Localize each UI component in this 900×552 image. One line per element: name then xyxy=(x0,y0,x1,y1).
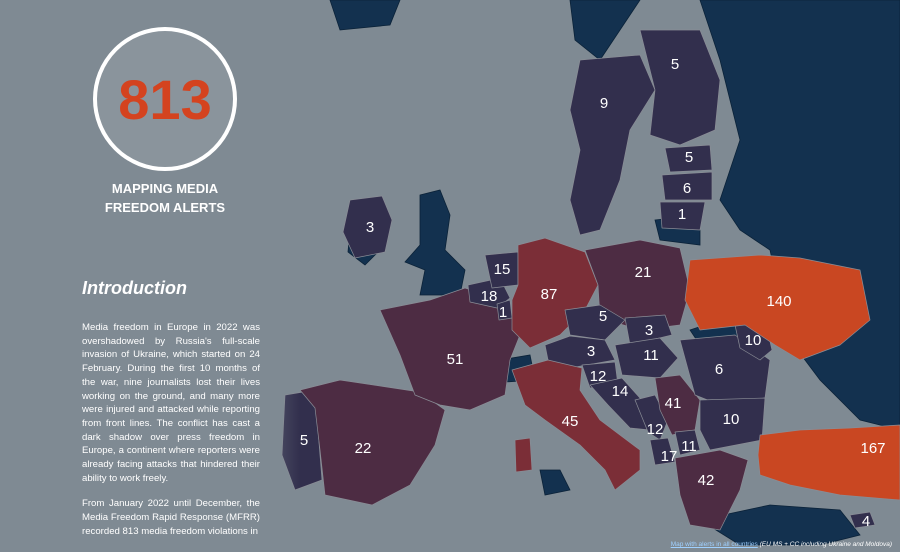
label-austria: 3 xyxy=(587,343,595,360)
intro-paragraph: Media freedom in Europe in 2022 was over… xyxy=(82,322,260,484)
label-france: 51 xyxy=(447,351,464,368)
alert-counter-value: 813 xyxy=(118,67,212,131)
intro-panel: 813 MAPPING MEDIA FREEDOM ALERTS Introdu… xyxy=(0,0,300,552)
region-ukraine[interactable] xyxy=(684,254,871,361)
map-footer: Map with alerts in all countries (EU MS … xyxy=(671,541,892,548)
label-ukraine: 140 xyxy=(766,293,791,310)
label-slovenia: 12 xyxy=(590,368,607,385)
intro-body[interactable]: Media freedom in Europe in 2022 was over… xyxy=(82,321,260,535)
region-italy[interactable] xyxy=(511,359,641,491)
label-sweden: 9 xyxy=(600,95,608,112)
label-netherlands: 15 xyxy=(494,261,511,278)
region-finland[interactable] xyxy=(639,29,721,146)
region-spain[interactable] xyxy=(299,379,446,506)
label-moldova: 10 xyxy=(745,332,762,349)
region-czechia[interactable] xyxy=(564,304,626,341)
label-germany: 87 xyxy=(541,286,558,303)
region-greece[interactable] xyxy=(674,449,749,531)
label-serbia: 41 xyxy=(665,395,682,412)
label-finland: 5 xyxy=(671,56,679,73)
label-greece: 42 xyxy=(698,472,715,489)
label-montenegro: 17 xyxy=(661,448,678,465)
label-ireland: 3 xyxy=(366,219,374,236)
label-turkey: 167 xyxy=(860,440,885,457)
region-kosovo[interactable] xyxy=(674,429,701,456)
label-bosnia: 12 xyxy=(647,421,664,438)
region-estonia[interactable] xyxy=(664,144,713,173)
alert-regions xyxy=(281,29,900,531)
region-latvia[interactable] xyxy=(661,171,713,201)
all-countries-link[interactable]: Map with alerts in all countries xyxy=(670,541,758,548)
region-sardinia xyxy=(514,437,533,473)
region-ireland[interactable] xyxy=(342,195,393,259)
label-luxembourg: 1 xyxy=(499,304,507,321)
label-belgium: 18 xyxy=(481,288,498,305)
region-montenegro[interactable] xyxy=(649,437,676,466)
label-portugal: 5 xyxy=(300,432,308,449)
region-turkey[interactable] xyxy=(757,424,900,501)
label-poland: 21 xyxy=(635,264,652,281)
alert-counter: 813 xyxy=(93,27,237,171)
region-lithuania[interactable] xyxy=(659,201,706,231)
label-croatia: 14 xyxy=(612,383,629,400)
intro-title: Introduction xyxy=(82,278,187,298)
region-slovakia[interactable] xyxy=(624,314,673,346)
region-hungary[interactable] xyxy=(614,337,679,379)
label-lithuania: 1 xyxy=(678,206,686,223)
label-romania: 6 xyxy=(715,361,723,378)
intro-paragraph: From January 2022 until December, the Me… xyxy=(82,498,260,535)
region-cyprus[interactable] xyxy=(849,511,876,529)
label-hungary: 11 xyxy=(643,347,659,364)
label-kosovo: 11 xyxy=(681,438,697,455)
label-estonia: 5 xyxy=(685,149,693,166)
label-cyprus: 4 xyxy=(862,513,870,530)
label-czechia: 5 xyxy=(599,308,607,325)
region-france[interactable] xyxy=(379,287,521,411)
region-poland[interactable] xyxy=(584,239,691,331)
label-latvia: 6 xyxy=(683,180,691,197)
label-slovakia: 3 xyxy=(645,322,653,339)
label-bulgaria: 10 xyxy=(723,411,740,428)
footer-note-text: (EU MS + CC including Ukraine and Moldov… xyxy=(759,541,892,548)
label-spain: 22 xyxy=(355,440,372,457)
region-sweden[interactable] xyxy=(569,54,656,236)
label-italy: 45 xyxy=(562,413,579,430)
region-germany[interactable] xyxy=(511,237,599,349)
region-bulgaria[interactable] xyxy=(699,397,766,451)
brand-title: MAPPING MEDIA FREEDOM ALERTS xyxy=(104,181,226,215)
alert-labels: 3 15 18 1 87 51 22 5 45 21 5 3 3 11 12 1… xyxy=(300,56,886,530)
